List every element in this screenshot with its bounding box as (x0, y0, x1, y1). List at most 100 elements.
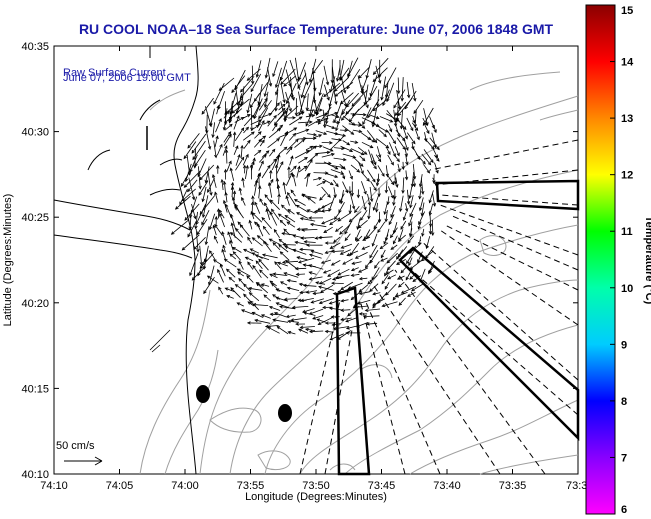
current-vector (278, 213, 291, 223)
current-vector-head (350, 296, 355, 301)
current-vector (333, 236, 341, 243)
current-vector-head (298, 116, 303, 120)
current-vector-head (201, 214, 206, 219)
current-vector (278, 146, 287, 155)
current-vector (406, 117, 414, 131)
current-vector (361, 85, 369, 108)
current-vector (291, 317, 307, 321)
current-vector (330, 242, 341, 249)
current-vector-head (257, 119, 262, 123)
current-vector (397, 246, 408, 258)
current-vector-head (426, 130, 430, 135)
current-vector (393, 235, 398, 244)
current-vector (357, 121, 365, 129)
current-vector-head (295, 138, 299, 143)
current-vector (331, 66, 336, 89)
current-vector-head (269, 211, 273, 216)
current-vector (259, 139, 265, 147)
current-vector-head (367, 202, 372, 207)
current-vector (238, 260, 244, 270)
current-vector-head (222, 126, 227, 131)
current-vector-head (193, 215, 197, 220)
current-vector (182, 188, 196, 201)
current-vector (358, 66, 370, 79)
current-vector (230, 232, 243, 243)
current-vector (305, 145, 313, 151)
current-vector-head (328, 306, 333, 311)
current-vector-head (268, 306, 273, 310)
current-vector-head (409, 213, 413, 218)
current-vector (285, 260, 298, 270)
current-vector-head (239, 102, 243, 107)
current-vector (329, 333, 344, 341)
current-vector-head (297, 85, 301, 90)
current-vector (238, 278, 245, 285)
current-vector-head (393, 195, 397, 200)
current-vector (349, 204, 352, 214)
current-vector-head (193, 246, 197, 250)
current-vector (280, 281, 288, 286)
current-vector-head (282, 181, 286, 186)
current-vector-head (390, 161, 394, 166)
current-vector-head (409, 276, 414, 280)
current-vector-head (260, 160, 264, 165)
current-vector (351, 273, 360, 276)
current-vector-head (335, 228, 339, 232)
current-vector (323, 65, 329, 85)
current-vector (362, 107, 372, 125)
current-vector-head (318, 176, 323, 181)
current-vector-head (364, 264, 369, 269)
current-vector-head (406, 201, 411, 205)
current-vector (195, 228, 199, 252)
current-vector (185, 163, 192, 182)
current-vector-head (377, 158, 382, 163)
current-vector-head (287, 330, 292, 335)
scale-label: 50 cm/s (56, 440, 95, 452)
x-tick-label: 73:35 (499, 480, 527, 492)
current-vector-head (326, 150, 331, 155)
current-vector (370, 181, 377, 191)
current-vector-head (333, 194, 337, 199)
current-vector (149, 329, 171, 351)
current-vector-head (324, 117, 329, 121)
current-vector (269, 273, 278, 279)
current-vector (315, 113, 328, 119)
current-vector (255, 260, 263, 270)
current-vector (401, 286, 417, 294)
current-vector-head (324, 250, 329, 254)
current-vector (289, 133, 296, 141)
current-vector (246, 275, 254, 283)
current-vector (383, 234, 389, 245)
current-vector-head (246, 321, 251, 325)
current-vector-head (423, 121, 427, 126)
current-vector (279, 220, 287, 227)
current-vector-head (290, 318, 295, 322)
current-vector (192, 266, 206, 281)
current-vector-head (219, 263, 223, 268)
current-vector (253, 304, 269, 306)
current-vector-head (207, 189, 211, 193)
current-vector-head (187, 188, 191, 193)
current-vector (296, 111, 305, 117)
current-vector-head (301, 138, 306, 143)
current-vector-head (251, 195, 255, 200)
current-vector-head (337, 272, 342, 276)
current-vector (361, 196, 366, 210)
current-vector (367, 137, 375, 143)
current-vector (217, 90, 225, 110)
current-vector (284, 215, 296, 223)
colorbar-tick-label: 14 (621, 57, 634, 69)
current-vector (280, 60, 288, 81)
current-vector (411, 145, 421, 160)
current-vector-head (347, 286, 352, 290)
current-vector-head (274, 164, 279, 168)
current-vector-head (305, 128, 310, 132)
current-vector (399, 195, 404, 212)
current-vector (193, 237, 206, 250)
current-vector (350, 164, 360, 173)
current-vector-head (197, 173, 201, 178)
current-vector (407, 291, 416, 297)
current-vector (403, 211, 407, 221)
current-vector-head (298, 76, 302, 81)
current-vector (429, 210, 432, 227)
